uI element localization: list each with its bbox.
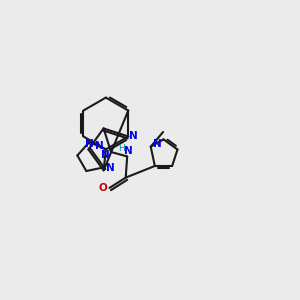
Text: N: N bbox=[153, 139, 162, 149]
Text: N: N bbox=[106, 163, 115, 173]
Text: N: N bbox=[95, 141, 104, 151]
Text: N: N bbox=[124, 146, 133, 155]
Text: N: N bbox=[101, 150, 110, 160]
Text: H: H bbox=[118, 144, 125, 153]
Text: N: N bbox=[129, 131, 138, 142]
Text: O: O bbox=[99, 183, 107, 193]
Text: N: N bbox=[85, 139, 94, 148]
